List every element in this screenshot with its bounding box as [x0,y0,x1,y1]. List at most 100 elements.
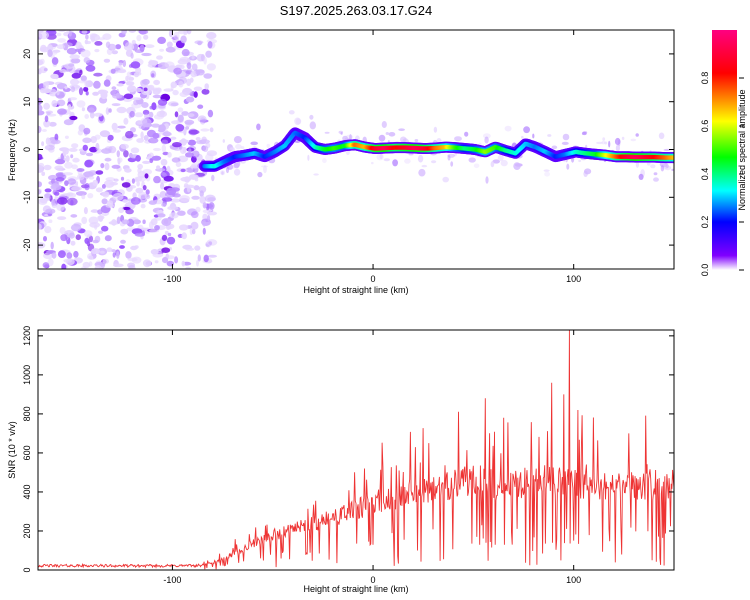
noise-blob [134,245,139,249]
noise-blob [125,251,132,259]
noise-blob [95,142,100,151]
noise-blob [118,62,123,66]
noise-blob [207,254,217,258]
noise-blob [109,181,118,186]
noise-blob [202,145,209,152]
noise-blob [71,164,78,170]
noise-blob [84,114,89,119]
noise-blob [65,155,70,163]
noise-blob [69,115,78,121]
noise-blob [638,173,644,180]
noise-blob [322,158,327,164]
noise-blob [161,144,167,153]
noise-blob [43,120,51,128]
noise-blob [121,219,130,225]
noise-blob [152,251,164,258]
noise-blob [153,79,161,86]
y-tick-label: 600 [22,445,32,460]
noise-blob [142,78,150,85]
noise-blob [133,219,142,225]
noise-blob [197,254,201,262]
noise-blob [111,164,121,169]
spectrogram-x-axis: -100 0 100 [163,30,581,284]
noise-blob [79,69,83,76]
noise-blob [116,251,120,259]
noise-blob [203,254,209,263]
noise-blob [56,203,65,211]
noise-blob [75,234,82,241]
noise-blob [152,94,162,99]
noise-blob [106,247,113,252]
noise-blob [157,36,167,45]
noise-blob [59,227,66,235]
noise-blob [209,127,214,133]
noise-blob [148,60,159,66]
noise-blob [107,134,114,141]
noise-blob [324,131,330,134]
noise-blob [161,218,172,227]
noise-blob [51,182,59,189]
noise-blob [602,137,606,141]
noise-blob [125,75,129,82]
noise-blob [233,136,242,144]
noise-blob [93,80,101,89]
noise-blob [47,49,53,58]
noise-blob [63,147,69,155]
noise-blob [596,141,603,145]
noise-blob [94,41,103,46]
noise-blob [85,64,96,72]
noise-blob [88,261,93,267]
noise-blob [141,102,149,108]
noise-blob [141,52,152,57]
noise-blob [582,131,588,134]
noise-blob [266,143,271,148]
noise-blob [383,158,390,162]
noise-blob [202,209,211,214]
noise-blob [660,165,665,172]
noise-blob [181,232,187,240]
noise-blob [148,200,157,205]
noise-blob [196,53,205,62]
noise-blob [135,87,142,93]
noise-blob [154,260,159,264]
noise-blob [163,175,174,182]
y-tick-label: 0 [22,147,32,152]
noise-blob [68,97,78,101]
noise-blob [61,263,67,269]
noise-blob [90,136,97,144]
noise-blob [658,132,665,140]
noise-blob [54,158,66,165]
noise-blob [544,171,550,177]
colorbar-ticks: 0.0 0.2 0.4 0.6 0.8 [700,72,744,276]
noise-blob [70,154,74,159]
noise-blob [142,118,152,127]
noise-blob [180,35,187,44]
noise-blob [82,144,89,151]
noise-blob [142,168,153,175]
noise-blob [125,42,133,49]
noise-blob [70,58,81,64]
noise-blob [185,152,194,158]
noise-blob [221,171,224,175]
colorbar-tick-label: 0.2 [700,216,710,229]
noise-blob [342,135,348,141]
noise-blob [82,137,92,144]
noise-blob [561,141,569,145]
noise-blob [388,132,396,137]
noise-blob [175,124,185,132]
noise-blob [83,207,88,215]
noise-blob [414,139,419,142]
noise-blob [235,144,242,150]
noise-blob [349,134,352,141]
noise-blob [206,239,218,246]
noise-blob [68,232,75,239]
noise-blob [120,176,125,181]
noise-blob [294,117,301,126]
snr-x-axis: -100 0 100 [163,330,581,585]
noise-blob [195,69,205,76]
noise-blob [144,173,149,179]
noise-blob [433,126,438,133]
noise-blob [70,223,82,232]
noise-blob [615,144,621,152]
